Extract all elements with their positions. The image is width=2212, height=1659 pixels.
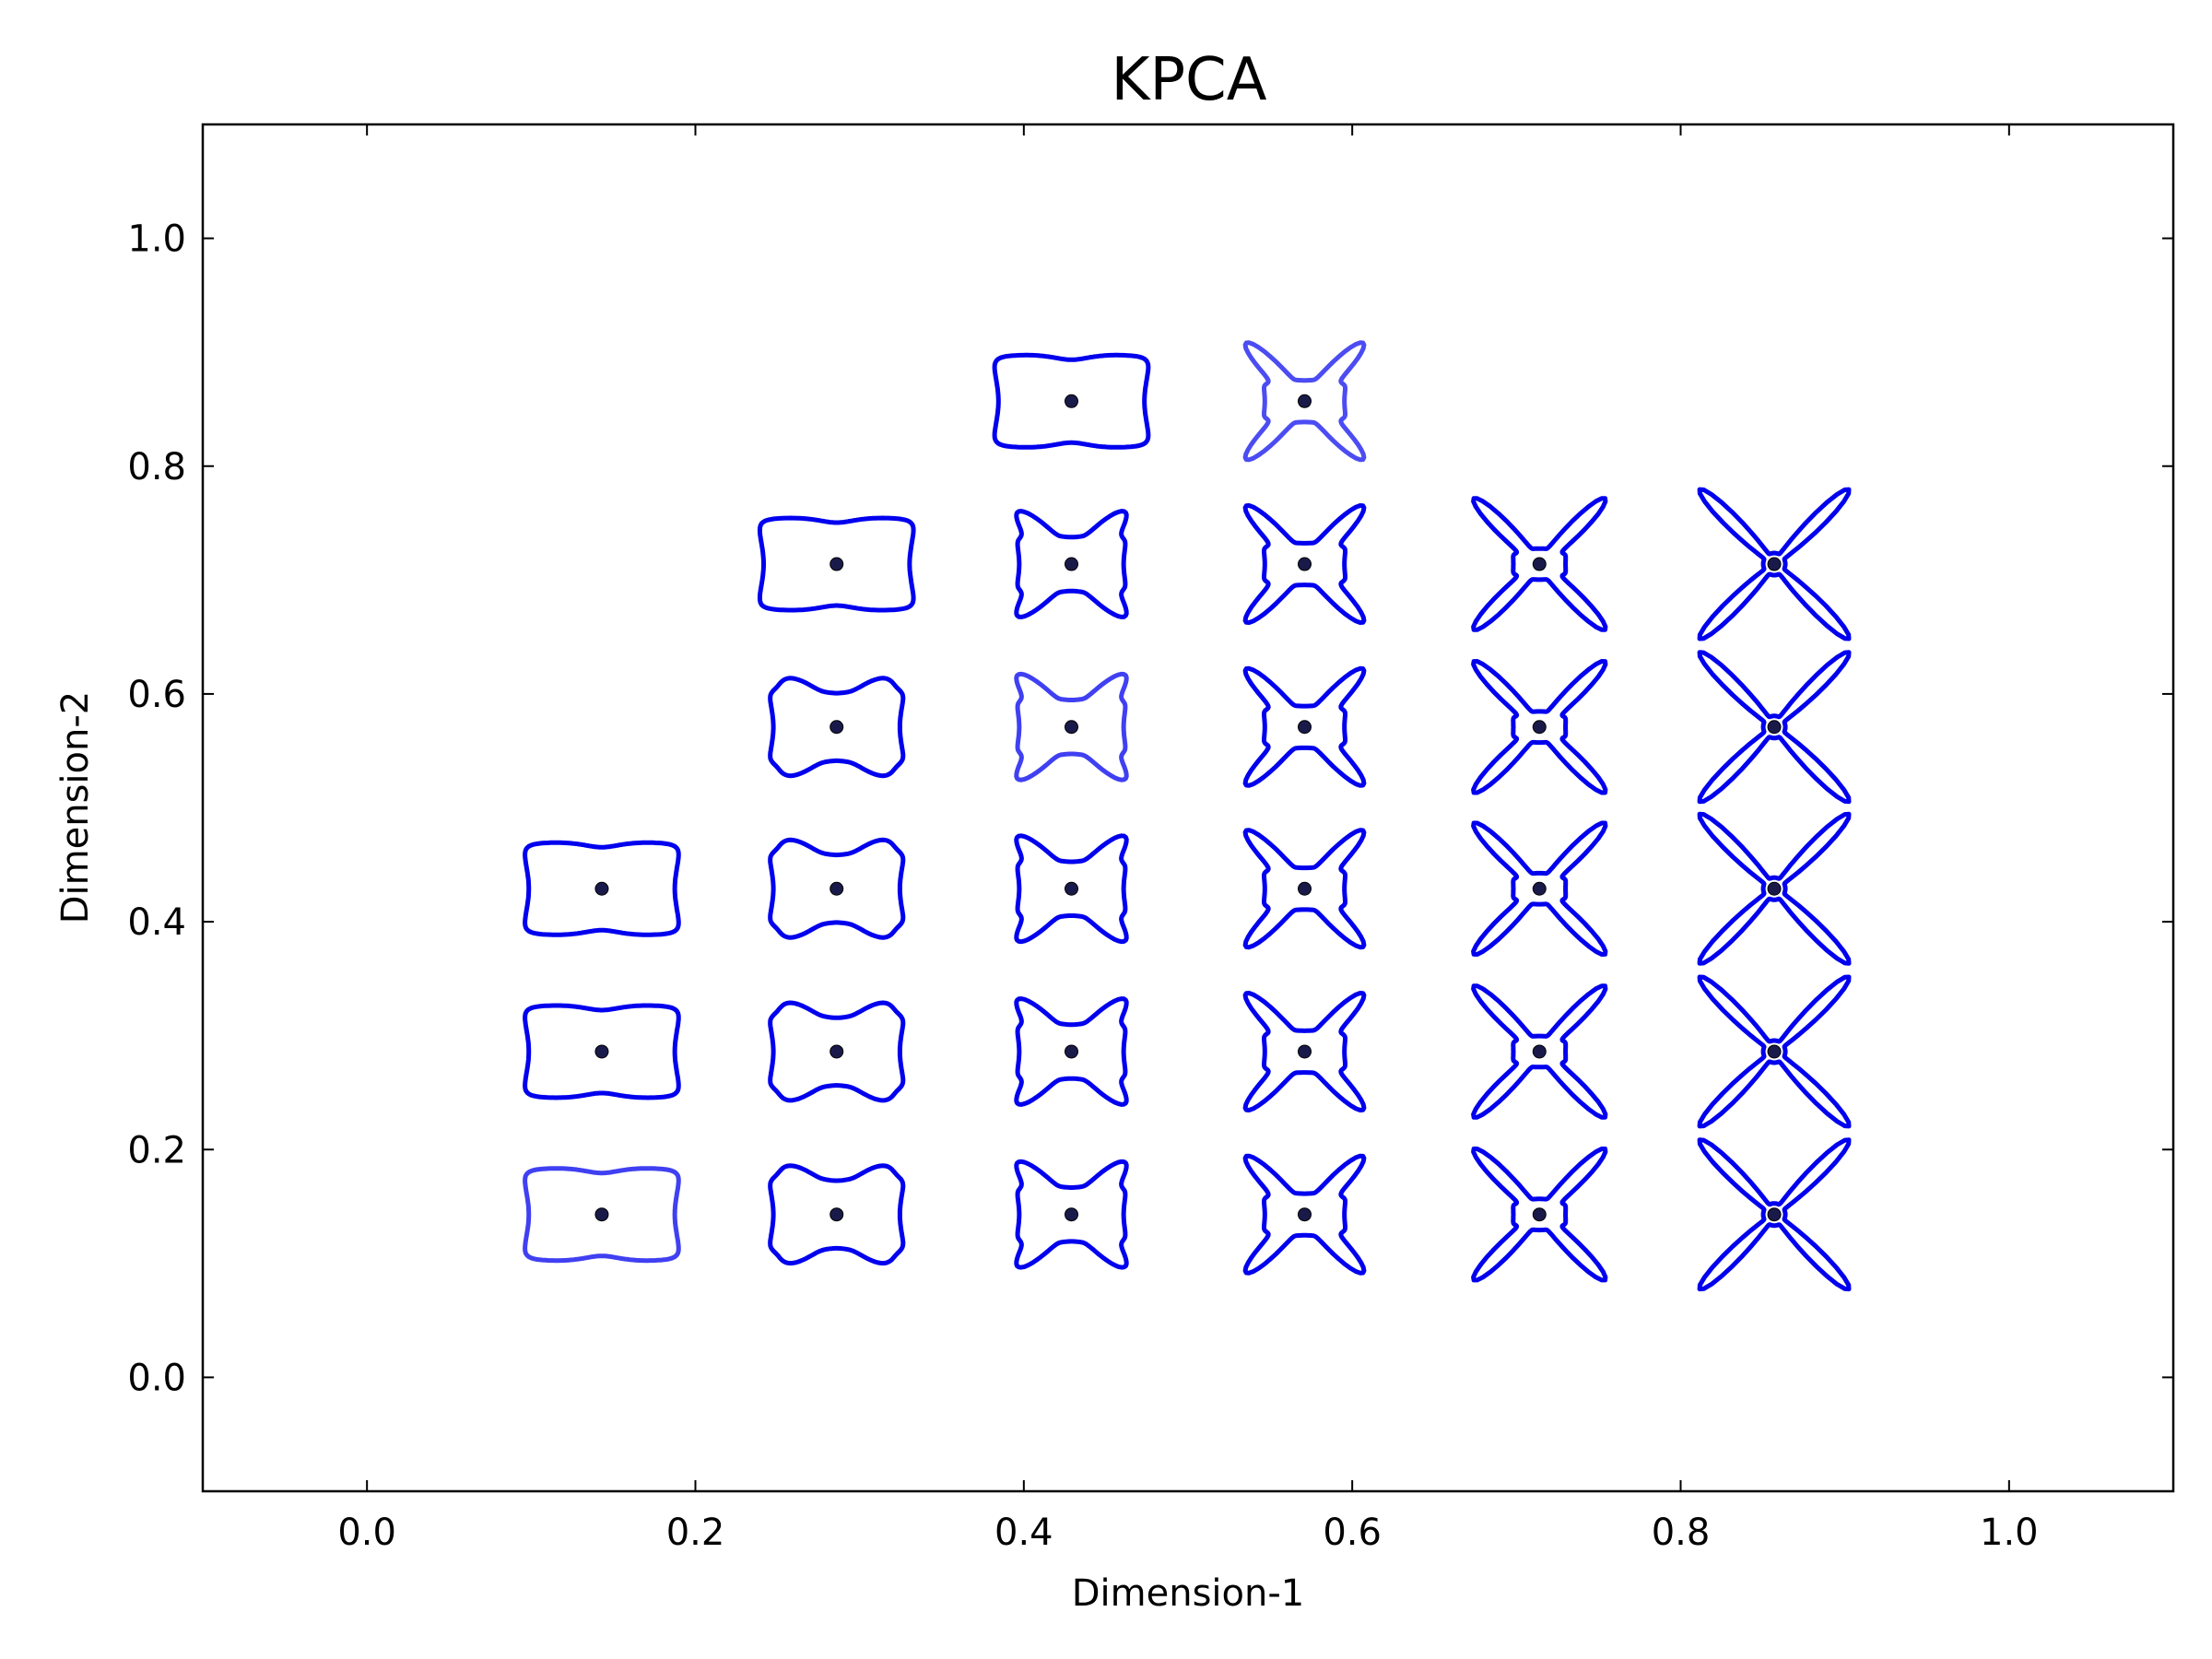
glyph-outline [1471, 496, 1608, 632]
glyph-outline [1014, 833, 1129, 945]
glyph-outline [523, 840, 681, 937]
glyph-layer [523, 340, 1852, 1292]
data-point [1297, 881, 1312, 896]
glyph-outline [1242, 665, 1367, 788]
y-tick-label: 0.2 [127, 1129, 186, 1171]
data-point [1297, 557, 1312, 571]
glyph-outline [1242, 340, 1367, 463]
data-point [1532, 1207, 1547, 1222]
y-axis-label: Dimension-2 [54, 691, 97, 924]
glyph-outline [1242, 991, 1367, 1112]
glyph-outline [768, 676, 906, 779]
chart-title: KPCA [1111, 46, 1266, 114]
data-point [830, 557, 844, 571]
data-point [1767, 1207, 1782, 1222]
glyph-outline [523, 1166, 681, 1264]
data-point [594, 1044, 609, 1059]
data-point [1065, 881, 1079, 896]
data-point [1767, 1044, 1782, 1059]
x-tick-label: 0.2 [666, 1512, 725, 1554]
data-point [1065, 394, 1079, 408]
glyph-outline [1697, 1137, 1852, 1292]
data-point [1065, 720, 1079, 735]
glyph-outline [768, 837, 906, 940]
glyph-outline [1242, 828, 1367, 950]
glyph-outline [1242, 1153, 1367, 1276]
x-tick-label: 1.0 [1980, 1512, 2039, 1554]
glyph-outline [1014, 671, 1129, 782]
x-tick-label: 0.8 [1652, 1512, 1711, 1554]
y-tick-label: 0.4 [127, 901, 186, 944]
glyph-outline [992, 352, 1151, 450]
data-point [830, 881, 844, 896]
data-point [1065, 1207, 1079, 1222]
glyph-outline [1697, 974, 1852, 1129]
y-axis: 0.0 0.2 0.4 0.6 0.8 1.0 [127, 218, 2173, 1399]
data-point [1297, 1207, 1312, 1222]
glyph-outline [1471, 983, 1608, 1120]
data-point [1532, 881, 1547, 896]
y-tick-label: 0.6 [127, 674, 186, 716]
data-point [1532, 1044, 1547, 1059]
glyph-outline [1014, 1159, 1129, 1270]
x-axis: 0.0 0.2 0.4 0.6 0.8 1.0 [337, 124, 2039, 1554]
data-point [1767, 720, 1782, 735]
data-point [1065, 557, 1079, 571]
glyph-outline [1471, 659, 1608, 795]
y-tick-label: 1.0 [127, 218, 186, 261]
x-axis-label: Dimension-1 [1072, 1572, 1305, 1615]
point-layer [594, 394, 1782, 1222]
data-point [830, 1207, 844, 1222]
data-point [1297, 394, 1312, 408]
glyph-outline [1014, 996, 1129, 1107]
x-tick-label: 0.4 [994, 1512, 1053, 1554]
data-point [1767, 557, 1782, 571]
glyph-outline [1697, 487, 1852, 641]
glyph-outline [768, 1000, 906, 1103]
x-tick-label: 0.6 [1323, 1512, 1382, 1554]
glyph-outline [768, 1163, 906, 1266]
data-point [1297, 1044, 1312, 1059]
glyph-outline [1697, 650, 1852, 805]
plot-frame [201, 123, 2175, 1493]
data-point [594, 881, 609, 896]
data-point [830, 720, 844, 735]
y-tick-label: 0.0 [127, 1357, 186, 1399]
data-point [594, 1207, 609, 1222]
glyph-outline [1697, 811, 1852, 966]
glyph-outline [1242, 503, 1367, 625]
y-tick-label: 0.8 [127, 446, 186, 488]
glyph-outline [1014, 509, 1129, 619]
glyph-outline [757, 515, 916, 613]
data-point [830, 1044, 844, 1059]
glyph-outline [1471, 1147, 1608, 1283]
glyph-outline [523, 1003, 681, 1100]
glyph-outline [1471, 820, 1608, 957]
data-point [1065, 1044, 1079, 1059]
data-point [1532, 557, 1547, 571]
data-point [1767, 881, 1782, 896]
data-point [1297, 720, 1312, 735]
x-tick-label: 0.0 [337, 1512, 396, 1554]
data-point [1532, 720, 1547, 735]
